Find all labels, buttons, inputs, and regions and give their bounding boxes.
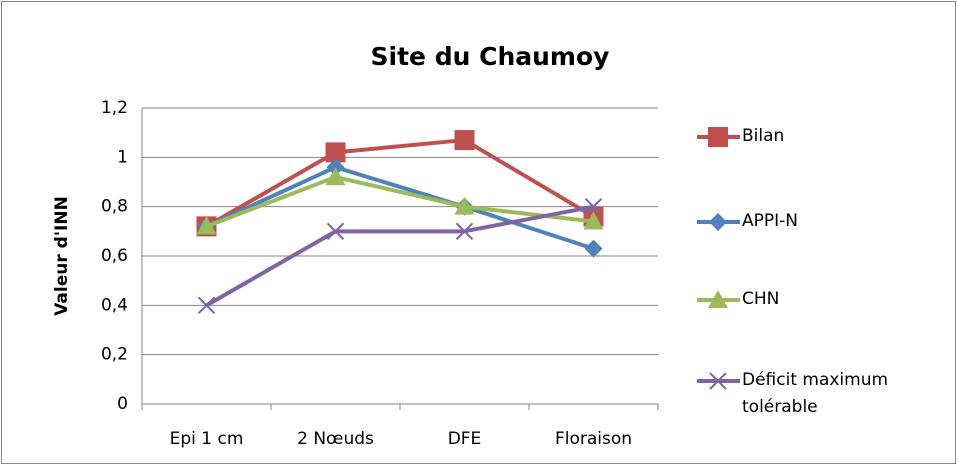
marker (584, 239, 603, 258)
marker (454, 196, 475, 215)
x-tick-label: Epi 1 cm (170, 429, 244, 449)
marker (455, 222, 474, 241)
marker (197, 296, 216, 315)
chart-title: Site du Chaumoy (371, 42, 610, 71)
marker (709, 372, 727, 390)
series-line (205, 175, 594, 229)
legend-label: APPI-N (742, 211, 798, 231)
y-tick-label: 0,2 (101, 345, 128, 365)
y-tick-label: 0,8 (101, 197, 128, 217)
marker (325, 142, 346, 163)
y-axis-label: Valeur d'INN (52, 196, 72, 316)
legend-label: Déficit maximum tolérable (742, 370, 889, 417)
marker (454, 130, 475, 151)
marker (708, 127, 728, 147)
y-tick-label: 1,2 (101, 98, 128, 118)
legend-label: Bilan (742, 126, 785, 146)
x-tick-label: Floraison (555, 429, 632, 449)
marker (708, 290, 728, 308)
y-tick-label: 0,4 (101, 295, 128, 315)
marker (709, 213, 727, 231)
marker (583, 211, 604, 230)
series-line (205, 138, 595, 229)
series-line (205, 165, 595, 251)
y-tick-label: 0 (117, 394, 128, 414)
marker (325, 167, 346, 186)
x-tick-label: 2 Nœuds (297, 429, 374, 449)
series-line (205, 204, 594, 308)
y-tick-label: 0,6 (101, 246, 128, 266)
x-tick-label: DFE (448, 429, 482, 449)
marker (196, 216, 217, 235)
legend-label: CHN (742, 289, 780, 309)
marker (584, 197, 603, 216)
y-tick-label: 1 (117, 147, 128, 167)
marker (326, 222, 345, 241)
